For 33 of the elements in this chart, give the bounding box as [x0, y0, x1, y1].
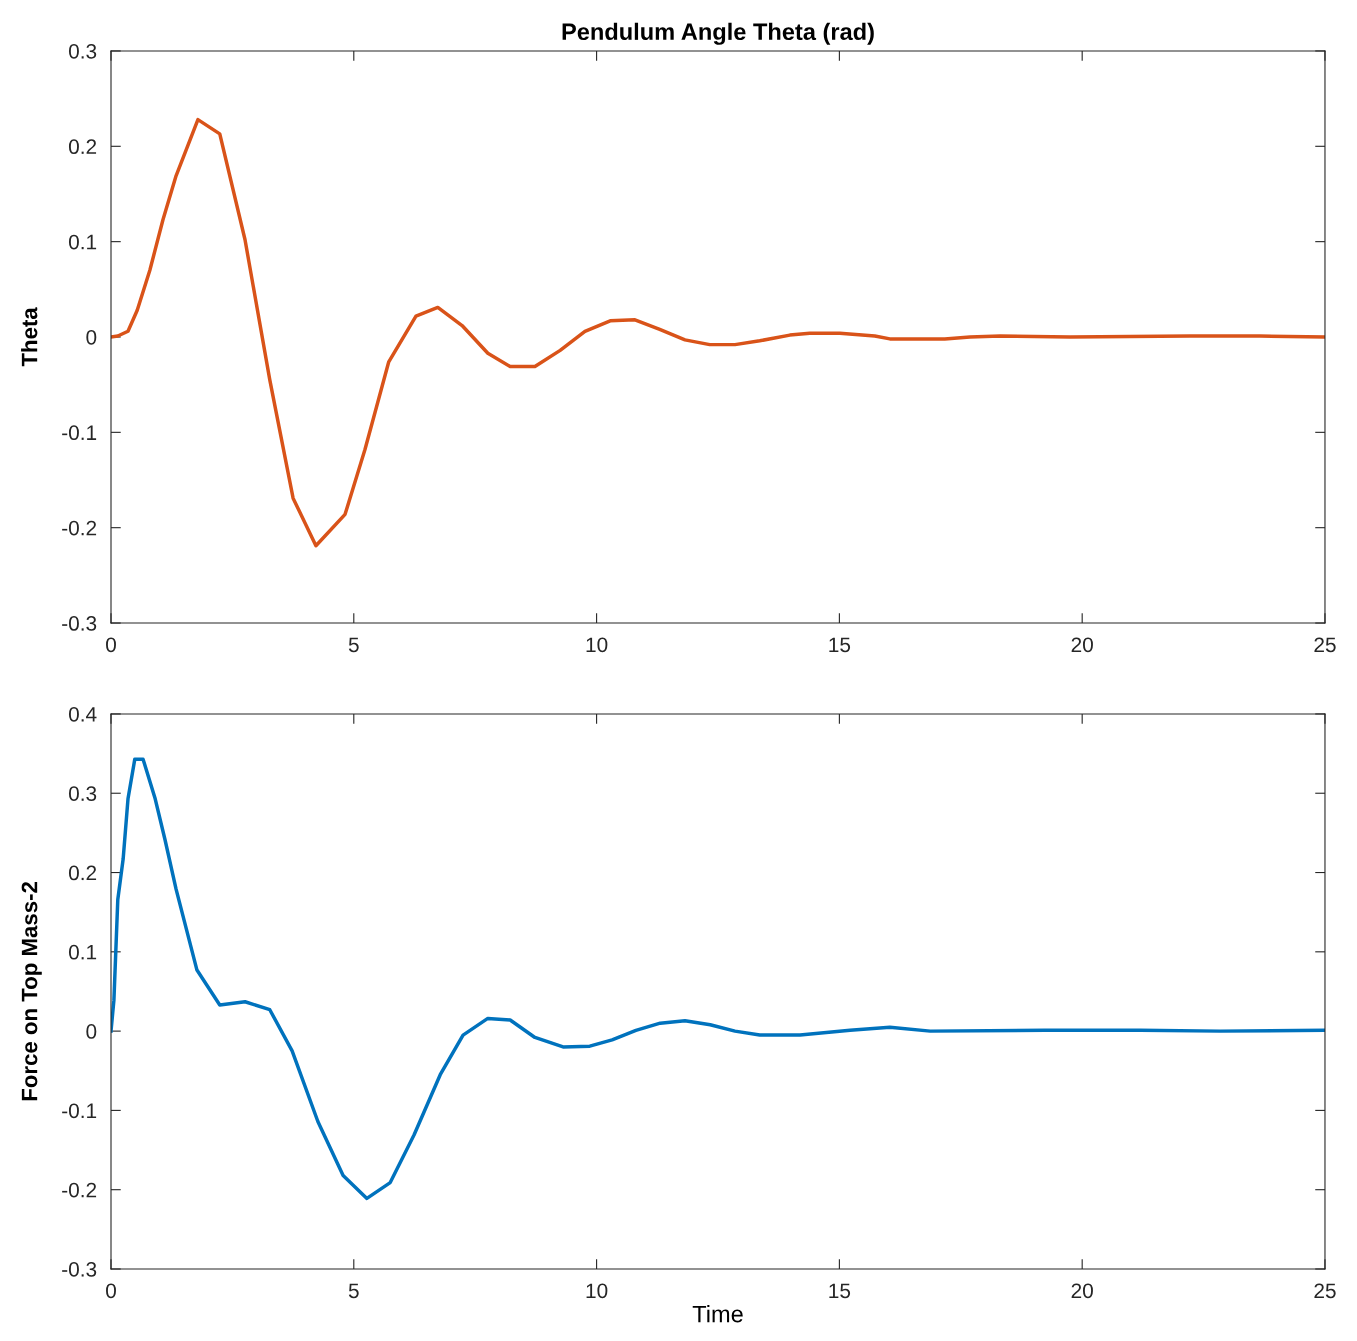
- y-tick-label: 0.4: [68, 706, 97, 722]
- y-tick-label: 0.1: [68, 944, 97, 960]
- x-tick-label: 15: [829, 637, 851, 653]
- line-series: [111, 757, 1325, 1201]
- x-tick-label: 10: [586, 1283, 608, 1299]
- x-tick-label: 20: [1071, 637, 1093, 653]
- y-tick-label: 0.2: [68, 139, 97, 155]
- y-axis-title: Force on Top Mass-2: [21, 882, 42, 1101]
- x-tick-label: 15: [829, 1283, 851, 1299]
- y-tick-label: -0.2: [62, 520, 97, 536]
- y-tick-label: -0.1: [62, 425, 97, 441]
- y-tick-label: -0.3: [62, 616, 97, 631]
- x-tick-label: 0: [106, 637, 116, 653]
- y-tick-label: 0: [86, 329, 97, 345]
- x-tick-label: 25: [1314, 637, 1336, 653]
- y-tick-label: -0.1: [62, 1103, 97, 1119]
- y-tick-label: 0.2: [68, 865, 97, 881]
- x-tick-label: 0: [106, 1283, 116, 1299]
- y-tick-label: -0.3: [62, 1261, 97, 1277]
- x-tick-label: 25: [1314, 1283, 1336, 1299]
- x-tick-label: 10: [586, 637, 608, 653]
- x-tick-label: 20: [1071, 1283, 1093, 1299]
- x-tick-label: 5: [348, 637, 359, 653]
- x-axis-title: Time: [692, 1305, 743, 1323]
- y-tick-label: 0.3: [68, 786, 97, 801]
- line-series: [111, 117, 1325, 548]
- y-tick-label: 0.1: [68, 234, 97, 250]
- y-tick-label: 0: [86, 1024, 97, 1039]
- y-tick-label: -0.2: [62, 1182, 97, 1198]
- chart-title: Pendulum Angle Theta (rad): [562, 22, 874, 45]
- y-tick-label: 0.3: [68, 43, 97, 59]
- y-axis-title: Theta: [21, 307, 38, 367]
- x-tick-label: 5: [348, 1283, 359, 1299]
